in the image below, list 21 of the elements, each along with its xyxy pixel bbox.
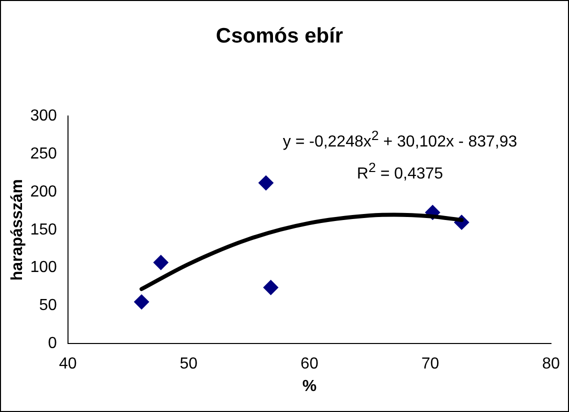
point: [153, 254, 168, 270]
y-tick-label: 250: [30, 146, 57, 163]
y-tick-label: 150: [30, 221, 57, 238]
point: [263, 280, 278, 296]
chart-title: Csomós ebír: [216, 24, 344, 48]
y-tick-label: 50: [39, 297, 57, 314]
annotation: y = -0,2248x$^{2}$ + 30,102x - 837,93: [282, 127, 518, 152]
y-tick-label: 300: [30, 108, 57, 125]
x-tick-label: 80: [542, 356, 560, 373]
point: [258, 175, 274, 190]
y-tick-label: 0: [48, 335, 57, 352]
x-axis-title: %: [302, 378, 317, 395]
x-tick-label: 70: [421, 356, 440, 373]
x-tick-label: 50: [180, 356, 198, 373]
y-axis-title: harapásszám: [9, 179, 26, 281]
x-tick-label: 40: [58, 356, 77, 373]
y-tick-label: 200: [30, 183, 57, 200]
annotation: R$^{2}$ = 0,4375: [356, 159, 444, 185]
point: [134, 294, 150, 310]
x-tick-label: 60: [300, 356, 318, 373]
y-tick-label: 100: [30, 259, 57, 276]
